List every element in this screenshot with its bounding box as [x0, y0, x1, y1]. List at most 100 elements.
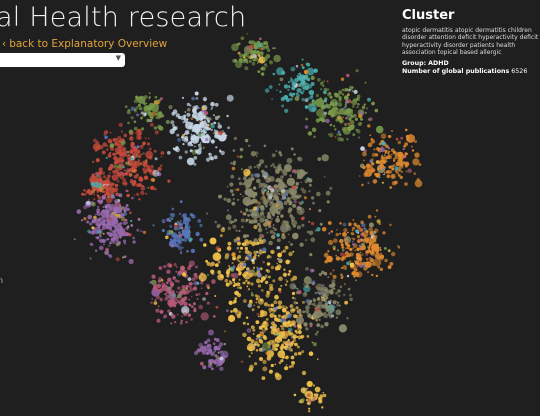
publication-node[interactable]: [273, 54, 281, 63]
publication-node[interactable]: [403, 145, 406, 148]
publication-node[interactable]: [266, 262, 271, 266]
publication-node[interactable]: [225, 255, 229, 259]
publication-node[interactable]: [158, 266, 163, 270]
publication-node[interactable]: [284, 220, 289, 226]
publication-node[interactable]: [229, 182, 234, 187]
publication-node[interactable]: [251, 258, 255, 263]
publication-node[interactable]: [293, 343, 296, 345]
publication-node[interactable]: [256, 272, 259, 275]
publication-node[interactable]: [155, 295, 160, 300]
publication-node[interactable]: [349, 247, 353, 252]
publication-node[interactable]: [108, 206, 113, 211]
publication-node[interactable]: [171, 313, 174, 316]
publication-node[interactable]: [337, 102, 343, 107]
publication-node[interactable]: [187, 277, 192, 281]
publication-node[interactable]: [257, 51, 260, 54]
publication-node[interactable]: [207, 286, 210, 290]
publication-node[interactable]: [214, 295, 217, 297]
publication-node[interactable]: [123, 255, 127, 258]
publication-node[interactable]: [189, 287, 194, 292]
publication-node[interactable]: [125, 232, 130, 237]
publication-node[interactable]: [308, 89, 315, 96]
publication-node[interactable]: [302, 310, 306, 314]
publication-node[interactable]: [329, 272, 333, 276]
publication-node[interactable]: [310, 82, 315, 86]
publication-node[interactable]: [178, 226, 181, 229]
publication-node[interactable]: [276, 220, 279, 223]
publication-node[interactable]: [363, 103, 366, 106]
publication-node[interactable]: [188, 282, 192, 285]
publication-node[interactable]: [280, 347, 284, 351]
publication-node[interactable]: [229, 189, 234, 193]
publication-node[interactable]: [310, 196, 315, 200]
publication-node[interactable]: [91, 226, 95, 230]
publication-node[interactable]: [301, 58, 304, 61]
publication-node[interactable]: [324, 302, 328, 306]
publication-node[interactable]: [261, 376, 266, 380]
publication-node[interactable]: [389, 223, 392, 227]
publication-node[interactable]: [191, 214, 196, 219]
publication-node[interactable]: [199, 223, 203, 228]
publication-node[interactable]: [303, 276, 312, 285]
publication-node[interactable]: [331, 279, 336, 284]
publication-node[interactable]: [312, 384, 315, 387]
publication-node[interactable]: [128, 172, 132, 177]
publication-node[interactable]: [269, 348, 273, 351]
publication-node[interactable]: [188, 237, 193, 242]
publication-node[interactable]: [239, 53, 244, 58]
publication-node[interactable]: [414, 179, 423, 188]
publication-node[interactable]: [102, 142, 107, 147]
publication-node[interactable]: [322, 284, 325, 287]
publication-node[interactable]: [327, 133, 330, 136]
publication-node[interactable]: [187, 313, 191, 317]
publication-node[interactable]: [182, 143, 185, 146]
publication-node[interactable]: [292, 92, 296, 96]
publication-node[interactable]: [257, 254, 260, 257]
publication-node[interactable]: [296, 195, 300, 199]
publication-node[interactable]: [255, 278, 261, 284]
publication-node[interactable]: [136, 135, 142, 140]
publication-node[interactable]: [276, 215, 279, 218]
publication-node[interactable]: [252, 241, 256, 246]
publication-node[interactable]: [118, 203, 122, 207]
publication-node[interactable]: [271, 163, 275, 167]
publication-node[interactable]: [148, 96, 151, 99]
publication-node[interactable]: [125, 226, 129, 230]
publication-node[interactable]: [272, 226, 275, 229]
publication-node[interactable]: [124, 182, 127, 185]
publication-node[interactable]: [344, 300, 348, 305]
publication-node[interactable]: [304, 179, 309, 184]
publication-node[interactable]: [146, 118, 151, 123]
publication-node[interactable]: [270, 201, 273, 204]
publication-node[interactable]: [341, 127, 347, 132]
publication-node[interactable]: [323, 313, 329, 319]
publication-node[interactable]: [134, 109, 137, 113]
publication-node[interactable]: [124, 218, 128, 222]
publication-node[interactable]: [254, 294, 258, 297]
publication-node[interactable]: [154, 157, 158, 161]
publication-node[interactable]: [269, 283, 274, 288]
publication-node[interactable]: [250, 352, 253, 354]
publication-node[interactable]: [242, 321, 246, 325]
publication-node[interactable]: [243, 260, 246, 263]
publication-node[interactable]: [212, 114, 216, 117]
publication-node[interactable]: [346, 317, 349, 320]
publication-node[interactable]: [326, 88, 330, 91]
publication-node[interactable]: [191, 129, 195, 132]
publication-node[interactable]: [199, 345, 207, 353]
publication-node[interactable]: [362, 165, 366, 170]
publication-node[interactable]: [371, 101, 375, 106]
publication-node[interactable]: [194, 275, 198, 280]
publication-node[interactable]: [383, 154, 386, 156]
publication-node[interactable]: [272, 343, 277, 348]
publication-node[interactable]: [340, 243, 344, 247]
publication-node[interactable]: [319, 222, 323, 226]
publication-node[interactable]: [189, 104, 192, 107]
publication-node[interactable]: [126, 193, 130, 198]
publication-node[interactable]: [335, 232, 339, 237]
publication-node[interactable]: [117, 180, 120, 183]
publication-node[interactable]: [132, 153, 136, 157]
publication-node[interactable]: [257, 227, 263, 233]
publication-node[interactable]: [315, 98, 325, 108]
publication-node[interactable]: [287, 233, 290, 236]
